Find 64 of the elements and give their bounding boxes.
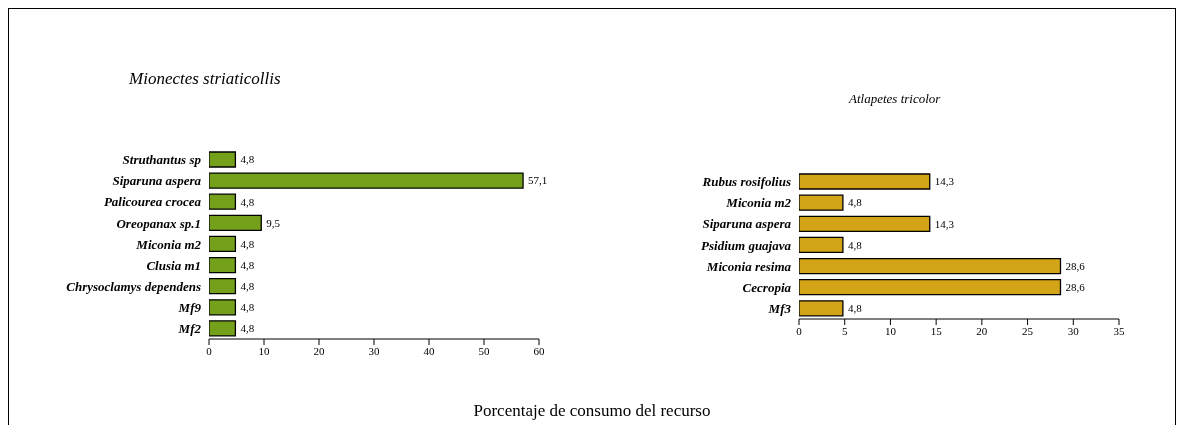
y-tick-label: Psidium guajava: [701, 237, 792, 253]
data-label: 57,1: [528, 174, 548, 187]
x-tick-label: 30: [368, 344, 380, 357]
x-tick-label: 20: [313, 344, 325, 357]
x-tick-label: 0: [796, 324, 803, 337]
chart-title: Atlapetes tricolor: [849, 91, 941, 107]
y-tick-label: Miconia m2: [135, 236, 202, 252]
data-label: 4,8: [847, 302, 863, 315]
bar: [799, 215, 931, 232]
y-tick-label: Clusia m1: [146, 257, 201, 273]
x-tick-label: 5: [841, 324, 848, 337]
x-tick-label: 50: [478, 344, 490, 357]
y-tick-label: Mf2: [177, 321, 202, 337]
x-tick-label: 60: [533, 344, 545, 357]
y-tick-label: Mf9: [177, 299, 202, 315]
x-axis-title: Porcentaje de consumo del recurso: [472, 401, 712, 421]
y-tick-label: Siparuna aspera: [112, 173, 202, 189]
x-tick-label: 35: [1113, 324, 1125, 337]
bar: [209, 214, 262, 231]
y-tick-label: Palicourea crocea: [103, 194, 202, 210]
x-tick-label: 30: [1067, 324, 1080, 337]
bar: [799, 257, 1062, 275]
data-label: 28,6: [1065, 259, 1086, 272]
x-tick-label: 10: [884, 324, 897, 337]
x-tick-label: 20: [976, 324, 988, 337]
y-tick-label: Oreopanax sp.1: [116, 215, 201, 231]
x-tick-label: 40: [423, 344, 435, 357]
bar: [209, 256, 237, 274]
bar: [799, 194, 844, 211]
data-label: 4,8: [847, 238, 863, 251]
bar: [799, 279, 1062, 296]
x-tick-label: 15: [930, 324, 943, 337]
bar: [209, 278, 237, 295]
data-label: 28,6: [1065, 281, 1086, 294]
y-tick-label: Siparuna aspera: [702, 216, 792, 232]
data-label: 4,8: [240, 258, 255, 271]
y-tick-label: Struthantus sp: [122, 152, 202, 168]
y-tick-label: Miconia m2: [725, 195, 792, 211]
x-tick-label: 0: [206, 344, 213, 357]
data-label: 4,8: [240, 237, 255, 250]
data-label: 14,3: [934, 175, 955, 188]
data-label: 4,8: [240, 322, 255, 335]
bar: [209, 172, 524, 189]
bar: [209, 151, 237, 168]
y-tick-label: Rubus rosifolius: [701, 174, 791, 190]
y-tick-label: Chrysoclamys dependens: [66, 278, 201, 294]
bar: [209, 235, 237, 253]
chart-title: Mionectes striaticollis: [129, 69, 281, 89]
data-label: 4,8: [847, 196, 863, 209]
bar: [209, 193, 237, 210]
y-tick-label: Cecropia: [742, 279, 792, 295]
bar: [209, 299, 237, 316]
y-tick-label: Miconia resima: [705, 258, 792, 274]
data-label: 4,8: [240, 195, 255, 208]
data-label: 9,5: [266, 216, 281, 229]
data-label: 4,8: [240, 301, 255, 314]
x-tick-label: 10: [258, 344, 270, 357]
y-tick-label: Mf3: [767, 301, 792, 317]
bar: [799, 173, 931, 190]
data-label: 4,8: [240, 153, 255, 166]
data-label: 14,3: [934, 217, 955, 230]
x-tick-label: 25: [1022, 324, 1034, 337]
bar: [799, 236, 844, 254]
data-label: 4,8: [240, 280, 255, 293]
